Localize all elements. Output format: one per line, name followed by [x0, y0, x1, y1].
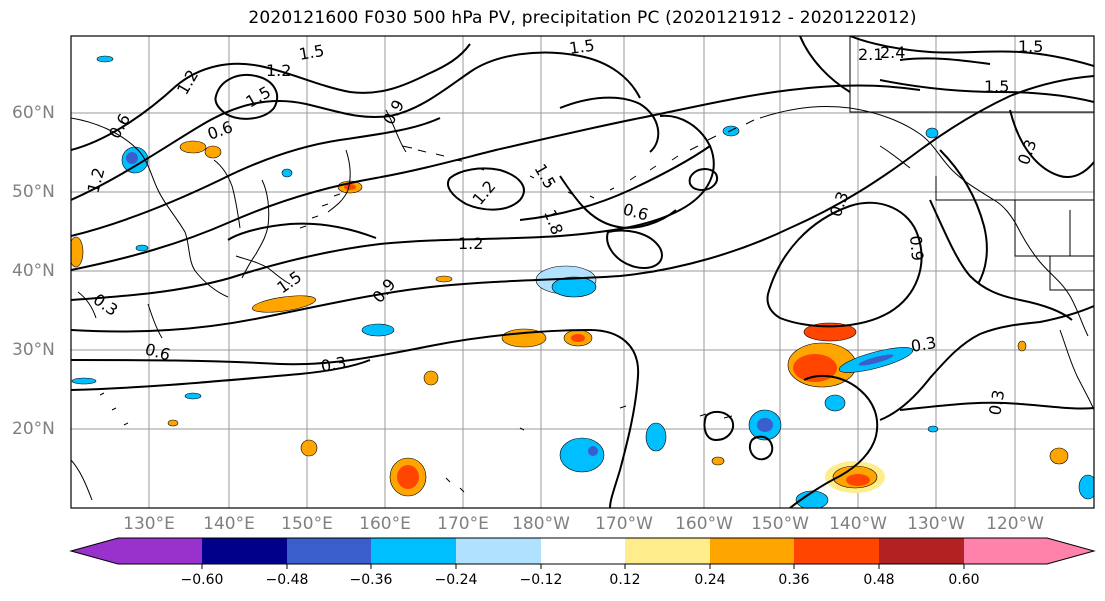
contour-label: 1.5: [297, 41, 325, 64]
colorbar: [69, 537, 1096, 569]
lon-label: 180°W: [512, 514, 570, 534]
precip-positive-area: [1017, 340, 1027, 352]
precip-positive-area: [71, 236, 84, 268]
precip-negative-area: [559, 437, 605, 473]
lon-label: 160°E: [359, 514, 411, 534]
precip-fields: [71, 55, 1094, 508]
precip-negative-area: [757, 418, 773, 432]
precip-negative-area: [551, 276, 597, 298]
lon-label: 150°W: [751, 514, 809, 534]
precip-positive-area: [251, 295, 317, 313]
contour-label: 1.5: [984, 77, 1009, 96]
colorbar-segment: [964, 538, 1094, 564]
colorbar-segment: [625, 538, 710, 564]
colorbar-segment: [794, 538, 879, 564]
precip-negative-area: [925, 127, 939, 139]
contour-label: 1.5: [568, 36, 596, 58]
precip-positive-area: [571, 334, 585, 342]
coastlines: [71, 106, 1094, 501]
lat-label: 40°N: [12, 261, 55, 281]
map-frame: [70, 35, 1095, 509]
colorbar-segment: [456, 538, 541, 564]
precip-positive-area: [803, 322, 857, 342]
contour-label: 0.3: [319, 353, 347, 376]
lon-label: 130°W: [907, 514, 965, 534]
precip-negative-area: [858, 354, 894, 366]
precip-positive-area: [711, 456, 725, 466]
pv-contours: [71, 36, 1094, 508]
precip-positive-area: [397, 465, 419, 489]
colorbar-segment: [202, 538, 287, 564]
lon-label: 160°W: [675, 514, 733, 534]
precip-negative-area: [126, 152, 138, 164]
contour-label: 2.4: [880, 43, 905, 62]
precip-positive-area: [1049, 447, 1069, 465]
colorbar-tick-label: −0.24: [434, 572, 478, 588]
precip-negative-area: [824, 394, 846, 412]
contour-label: 0.9: [906, 235, 927, 262]
lon-label: 140°E: [203, 514, 255, 534]
precip-positive-area: [793, 354, 837, 382]
colorbar-tick-label: −0.60: [180, 572, 224, 588]
colorbar-tick-label: 0.24: [694, 572, 726, 588]
colorbar-tick-label: −0.36: [349, 572, 393, 588]
lat-label: 60°N: [12, 103, 55, 123]
colorbar-segment: [710, 538, 794, 564]
precip-negative-area: [184, 392, 202, 400]
colorbar-segment: [879, 538, 964, 564]
colorbar-tick-label: 0.36: [778, 572, 810, 588]
lat-label: 20°N: [12, 419, 55, 439]
colorbar-tick-label: 0.48: [863, 572, 895, 588]
colorbar-segment: [541, 538, 625, 564]
lon-label: 140°W: [829, 514, 887, 534]
precip-negative-area: [281, 168, 293, 178]
precip-positive-area: [344, 184, 356, 190]
precip-positive-area: [423, 370, 439, 386]
colorbar-tick-label: 0.12: [609, 572, 641, 588]
contour-label: 0.3: [909, 333, 937, 356]
precip-positive-area: [300, 439, 318, 457]
lon-label: 170°W: [595, 514, 653, 534]
precip-negative-area: [361, 323, 395, 337]
precip-negative-area: [588, 446, 598, 456]
precip-positive-area: [435, 275, 453, 283]
figure-title: 2020121600 F030 500 hPa PV, precipitatio…: [248, 8, 917, 28]
lat-label: 30°N: [12, 340, 55, 360]
precip-negative-area: [1078, 474, 1094, 500]
contour-label: 1.5: [1018, 37, 1043, 56]
contour-label: 1.2: [458, 234, 483, 253]
lon-label: 150°E: [281, 514, 333, 534]
colorbar-tick-label: 0.60: [948, 572, 980, 588]
colorbar-segment: [71, 538, 202, 564]
precip-positive-area: [846, 474, 870, 486]
precip-negative-area: [96, 55, 114, 63]
precip-negative-area: [927, 425, 939, 433]
precip-negative-area: [71, 377, 97, 385]
lon-label: 170°E: [437, 514, 489, 534]
colorbar-outline: [69, 537, 1096, 565]
lat-label: 50°N: [12, 182, 55, 202]
colorbar-tick-label: −0.48: [265, 572, 309, 588]
lon-label: 120°W: [986, 514, 1044, 534]
precip-positive-area: [167, 419, 179, 427]
colorbar-segment: [371, 538, 456, 564]
colorbar-tick-label: −0.12: [519, 572, 563, 588]
contour-label: 0.3: [985, 388, 1008, 416]
precip-negative-area: [645, 422, 667, 452]
contour-label: 1.2: [266, 61, 291, 80]
lon-label: 130°E: [123, 514, 175, 534]
precip-positive-area: [179, 140, 207, 154]
colorbar-segment: [287, 538, 371, 564]
contour-label: 2.1: [858, 45, 883, 64]
borders: [849, 36, 1094, 291]
precip-negative-area: [135, 244, 149, 252]
precip-positive-area: [204, 145, 222, 159]
